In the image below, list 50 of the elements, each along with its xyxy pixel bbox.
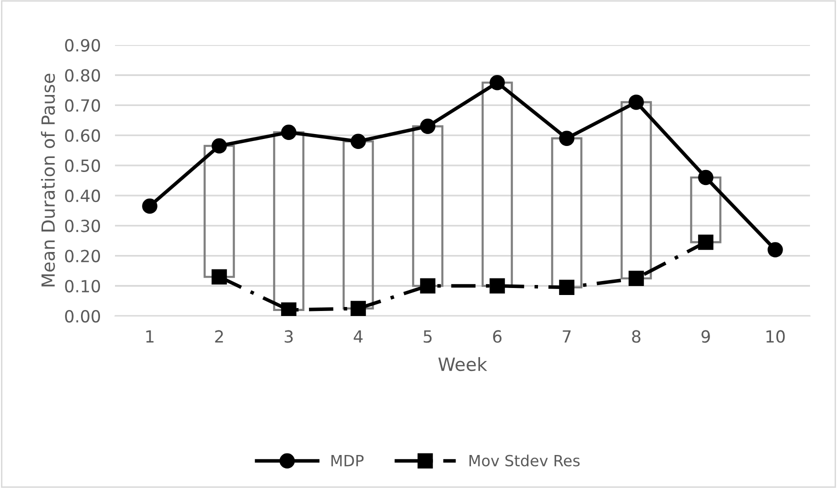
y-tick-label: 0.40 xyxy=(65,190,100,202)
x-tick-label: 8 xyxy=(632,330,640,343)
x-tick-label: 7 xyxy=(562,330,571,343)
x-tick-label: 6 xyxy=(493,330,502,343)
bar xyxy=(482,82,513,287)
point xyxy=(281,124,296,140)
x-tick-label: 10 xyxy=(766,330,785,343)
point xyxy=(628,270,644,286)
y-tick-label: 0.20 xyxy=(65,250,100,262)
bar xyxy=(690,176,722,244)
bar xyxy=(620,101,652,280)
y-tick-label: 0.30 xyxy=(65,220,100,232)
bar xyxy=(551,137,582,288)
point xyxy=(142,198,158,214)
point xyxy=(768,242,783,258)
y-tick-label: 0.70 xyxy=(65,99,100,112)
point xyxy=(559,280,574,296)
x-tick-label: 5 xyxy=(424,330,432,343)
y-tick-label: 0.60 xyxy=(65,129,100,142)
point xyxy=(698,234,714,250)
x-tick-label: 1 xyxy=(146,330,154,343)
bar xyxy=(273,131,304,312)
point xyxy=(350,300,366,316)
x-tick-label: 4 xyxy=(354,330,363,343)
point xyxy=(420,278,436,294)
point xyxy=(698,170,714,186)
legend-label: MDP xyxy=(331,455,364,466)
bar xyxy=(204,144,235,278)
point xyxy=(628,94,644,110)
point xyxy=(490,75,505,90)
y-tick-label: 0.50 xyxy=(65,159,100,172)
x-tick-label: 3 xyxy=(284,330,293,343)
x-axis-title: Week xyxy=(438,357,488,372)
bar xyxy=(412,125,444,287)
point xyxy=(559,130,574,146)
y-tick-label: 0.90 xyxy=(65,38,100,52)
y-axis-title: Mean Duration of Pause xyxy=(40,74,55,286)
point xyxy=(281,302,296,316)
point xyxy=(350,134,366,149)
point xyxy=(212,138,227,154)
point xyxy=(212,269,227,284)
y-tick-label: 0.10 xyxy=(65,280,100,292)
legend-label: Mov Stdev Res xyxy=(469,454,580,466)
y-tick-label: 0.00 xyxy=(65,310,100,323)
bar xyxy=(342,140,374,310)
point xyxy=(490,278,505,294)
point xyxy=(420,118,436,134)
x-tick-label: 2 xyxy=(215,330,223,343)
x-tick-label: 9 xyxy=(701,330,710,343)
y-tick-label: 0.80 xyxy=(65,69,100,82)
